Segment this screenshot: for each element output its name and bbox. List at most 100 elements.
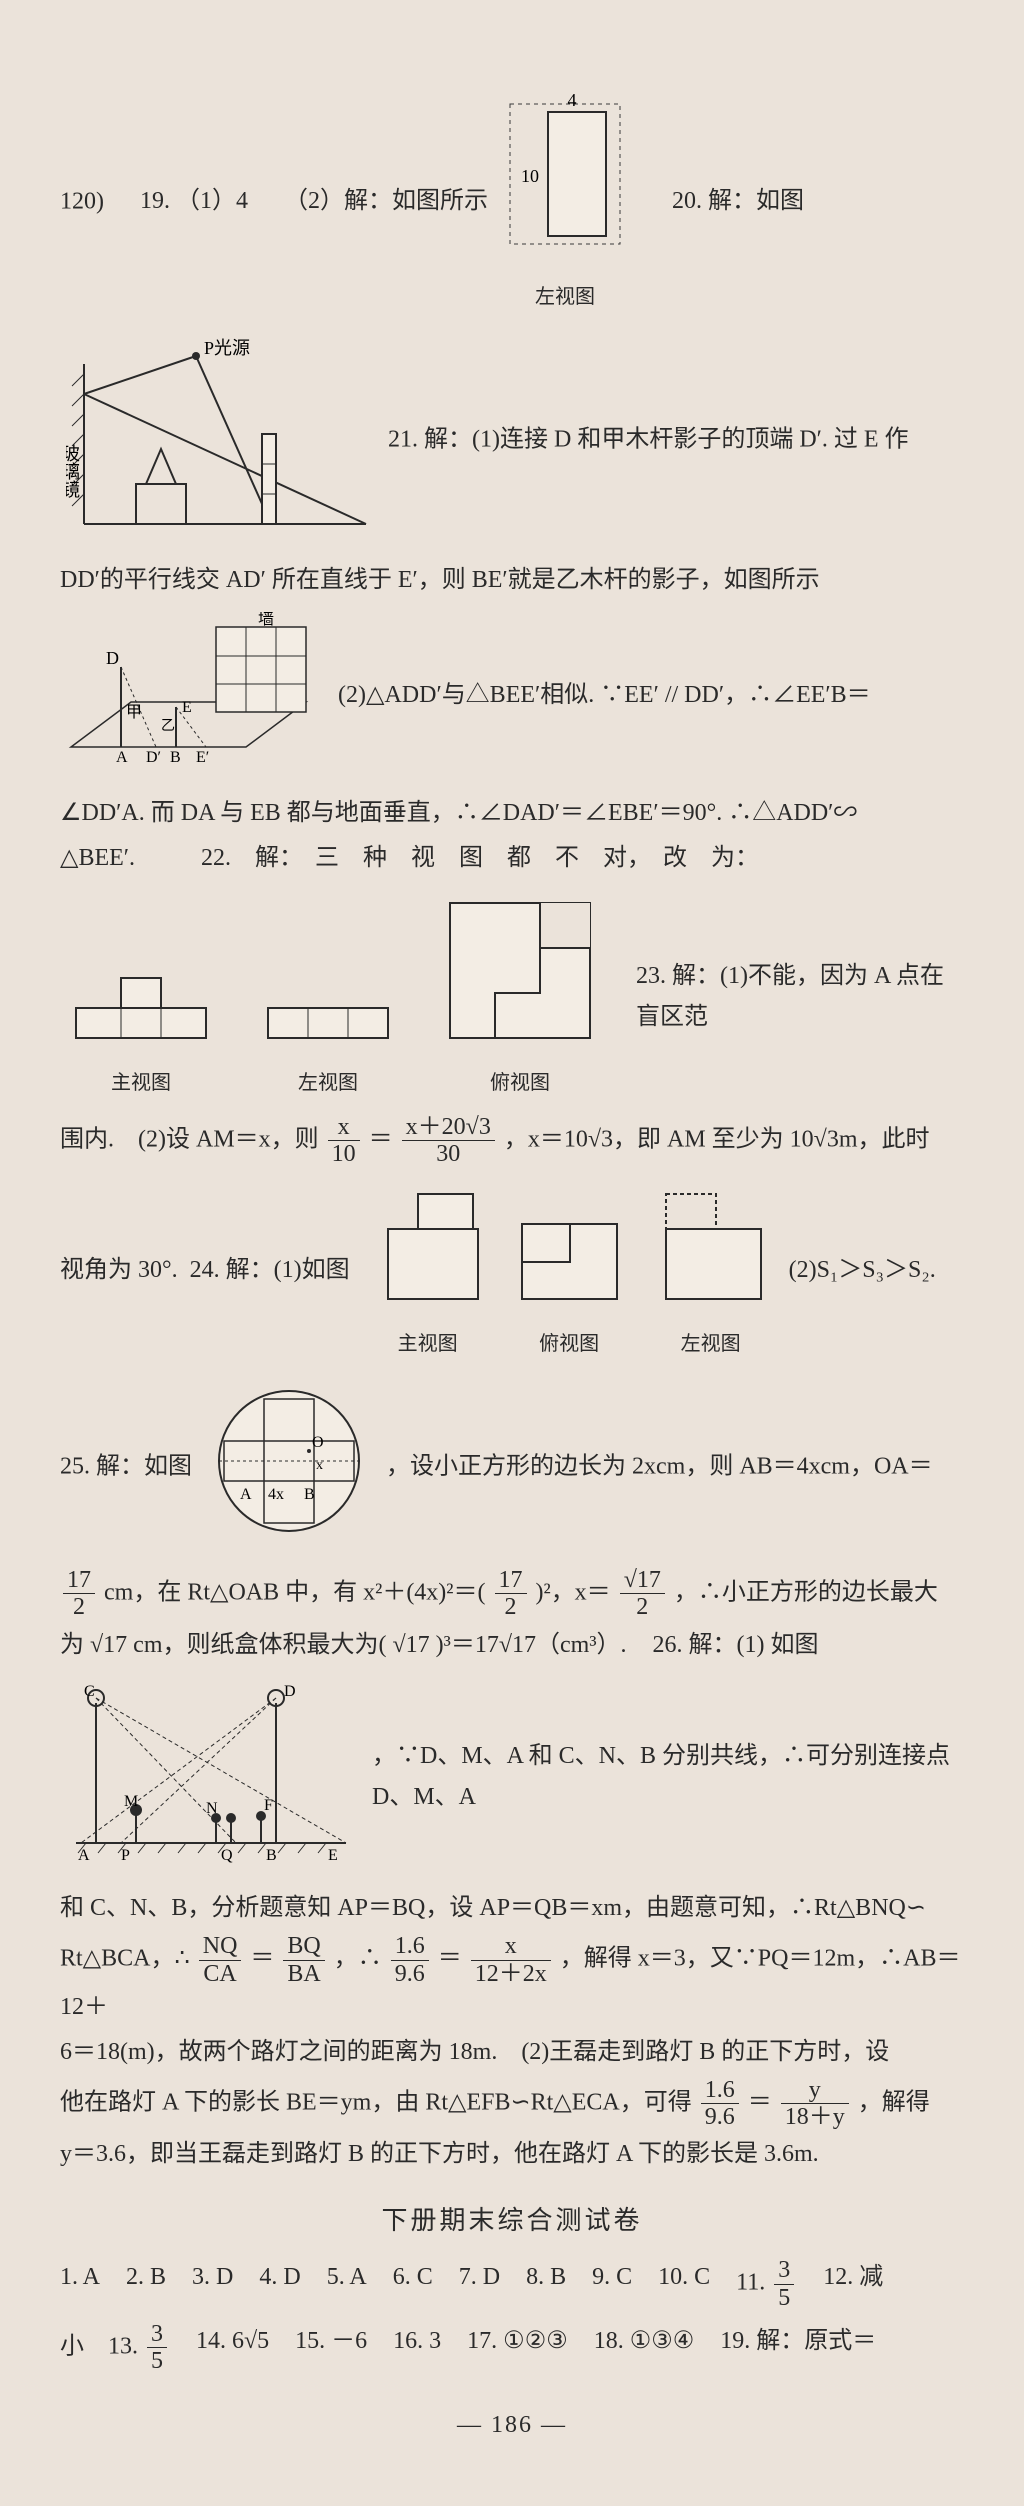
- txt-26-3b: ，∴: [334, 1946, 382, 1972]
- txt-26-2: 和 C、N、B，分析题意知 AP＝BQ，设 AP＝QB＝xm，由题意可知，∴Rt…: [60, 1888, 964, 1929]
- lbl-E26: E: [328, 1847, 338, 1863]
- fig-light: 玻璃镜 P光源: [66, 334, 376, 548]
- cap24-front: 主视图: [368, 1327, 488, 1361]
- cap24-left: 左视图: [651, 1327, 771, 1361]
- frac-16: 1.6 9.6: [391, 1933, 429, 1987]
- row-26-5: 他在路灯 A 下的影长 BE＝ym，由 Rt△EFB∽Rt△ECA，可得 1.6…: [60, 2077, 964, 2131]
- txt-21-3: ∠DD′A. 而 DA 与 EB 都与地面垂直，∴∠DAD′＝∠EBE′＝90°…: [60, 793, 964, 834]
- frac-172b: 17 2: [495, 1567, 527, 1621]
- cap24-top: 俯视图: [512, 1327, 627, 1361]
- row-25b: 17 2 cm，在 Rt△OAB 中，有 x²＋(4x)²＝( 17 2 )²，…: [60, 1567, 964, 1621]
- fig-left: 左视图: [258, 948, 398, 1100]
- lbl-A25: A: [240, 1486, 252, 1503]
- lbl-F26: F: [264, 1797, 273, 1814]
- txt-25-rp: )²，x＝: [536, 1579, 611, 1605]
- row-24: 视角为 30°. 24. 解：(1)如图 主视图 俯视图 左视图 (2)S₁＞S…: [60, 1171, 964, 1369]
- fig24-left: 左视图: [651, 1179, 771, 1361]
- fig-left-view: 4 10 左视图: [500, 92, 630, 314]
- lbl-A26: A: [78, 1847, 90, 1863]
- page-number: — 186 —: [60, 2405, 964, 2446]
- lbl-D26: D: [284, 1683, 296, 1700]
- lbl-wall: 墙: [258, 612, 274, 628]
- txt-25-after: ，设小正方形的边长为 2xcm，则 AB＝4xcm，OA＝: [386, 1454, 933, 1480]
- ans-3: 3. D: [192, 2257, 233, 2311]
- fig25-circle: O A 4x B x: [204, 1381, 374, 1555]
- frac-BQ: BQ BA: [283, 1933, 324, 1987]
- row-25c: 为 √17 cm，则纸盒体积最大为( √17 )³＝17√17（cm³）. 26…: [60, 1625, 964, 1666]
- lbl-B: B: [170, 749, 181, 766]
- txt-23-tail: ，x＝10√3，即 AM 至少为 10√3m，此时: [504, 1126, 930, 1152]
- final-answers-row: 1. A 2. B 3. D 4. D 5. A 6. C 7. D 8. B …: [60, 2257, 964, 2311]
- ans-4: 4. D: [259, 2257, 300, 2311]
- frac-y1: 1.6 9.6: [701, 2077, 739, 2131]
- txt-21-2: DD′的平行线交 AD′ 所在直线于 E′，则 BE′就是乙木杆的影子，如图所示: [60, 560, 964, 601]
- cap-left-view: 左视图: [500, 280, 630, 314]
- lbl-A: A: [116, 749, 128, 766]
- ans-5: 5. A: [327, 2257, 367, 2311]
- lbl-D: D: [106, 648, 119, 668]
- frac-172: 17 2: [63, 1567, 95, 1621]
- cap-top: 俯视图: [440, 1066, 600, 1100]
- txt-22: 22. 解： 三 种 视 图 都 不 对， 改 为：: [201, 845, 759, 871]
- svg-wall: 墙 D 甲 E 乙 A D′ B E′: [66, 612, 326, 767]
- frac-a13: 3 5: [147, 2321, 167, 2375]
- row-25: 25. 解：如图 O A 4x B x ，设小正方形的边长为 2xcm，则 AB…: [60, 1373, 964, 1563]
- txt-26-6: y＝3.6，即当王磊走到路灯 B 的正下方时，他在路灯 A 下的影长是 3.6m…: [60, 2134, 964, 2175]
- ans-6: 6. C: [393, 2257, 433, 2311]
- txt-26-4: 6＝18(m)，故两个路灯之间的距离为 18m. (2)王磊走到路灯 B 的正下…: [60, 2032, 964, 2073]
- fig-top: 俯视图: [440, 893, 600, 1100]
- txt-23-angle: 视角为 30°.: [60, 1250, 178, 1291]
- txt-20: 20. 解：如图: [672, 188, 804, 214]
- txt-21-p2: (2)△ADD′与△BEE′相似. ∵EE′ // DD′，∴∠EE′B＝: [338, 682, 871, 708]
- txt-23-1: 23. 解：(1)不能，因为 A 点在盲区范: [636, 956, 964, 1108]
- lbl-x25: x: [316, 1458, 323, 1473]
- lbl-mirror: 玻璃镜: [66, 444, 80, 498]
- frac-a11: 3 5: [774, 2257, 794, 2311]
- eq1: ＝: [369, 1126, 393, 1152]
- lbl-E: E: [182, 699, 192, 716]
- txt-19-1: 19. （1）4: [140, 188, 248, 214]
- lbl-M26: M: [124, 1793, 138, 1810]
- row-26-3: Rt△BCA，∴ NQ CA ＝ BQ BA ，∴ 1.6 9.6 ＝ x 12…: [60, 1933, 964, 2028]
- txt-26-5c: ，解得: [858, 2089, 930, 2115]
- lbl-Dp: D′: [146, 749, 161, 766]
- ans-9: 9. C: [592, 2257, 632, 2311]
- ans-11: 11. 3 5: [736, 2257, 797, 2311]
- frac-x122x: x 12＋2x: [471, 1933, 551, 1987]
- txt-25-lead: 25. 解：如图: [60, 1454, 192, 1480]
- ans-7: 7. D: [459, 2257, 500, 2311]
- txt-21-1: 21. 解：(1)连接 D 和甲木杆影子的顶端 D′. 过 E 作: [388, 426, 909, 452]
- ans-14: 14. 6√5: [196, 2321, 269, 2375]
- lbl-jia: 甲: [126, 704, 142, 721]
- row-19-20: 120) 19. （1）4 （2）解：如图所示 4 10 左视图 20. 解：如…: [60, 84, 964, 322]
- txt-26-1: ，∵D、M、A 和 C、N、B 分别共线，∴可分别连接点 D、M、A: [372, 1736, 964, 1818]
- fig-wall: 墙 D 甲 E 乙 A D′ B E′: [66, 612, 326, 781]
- txt-24-lead: 24. 解：(1)如图: [190, 1250, 350, 1291]
- row-21-intro: 玻璃镜 P光源 21. 解：(1)连接 D 和甲木杆影子的顶端 D′. 过 E …: [60, 326, 964, 556]
- txt-26-3a: Rt△BCA，∴: [60, 1946, 190, 1972]
- frac-NQ: NQ CA: [199, 1933, 242, 1987]
- ans-19: 19. 解：原式＝: [720, 2321, 876, 2375]
- ans-18: 18. ①③④: [594, 2321, 695, 2375]
- ans-2: 2. B: [126, 2257, 166, 2311]
- txt-26-5a: 他在路灯 A 下的影长 BE＝ym，由 Rt△EFB∽Rt△ECA，可得: [60, 2089, 692, 2115]
- lbl-P: P光源: [204, 338, 250, 358]
- txt-25-t2: 为 √17 cm，则纸盒体积最大为( √17 )³＝17√17（cm³）.: [60, 1632, 627, 1658]
- row-views3: 主视图 左视图 俯视图 23. 解：(1)不能，因为 A 点在盲区范: [60, 885, 964, 1108]
- ans-13: 小 13. 3 5: [60, 2321, 170, 2375]
- fig24-top: 俯视图: [512, 1179, 627, 1361]
- fig-front: 主视图: [66, 948, 216, 1100]
- fig26: C D M N F A P Q B: [66, 1678, 356, 1877]
- ans-12: 12. 减: [823, 2257, 883, 2311]
- frac-y2: y 18＋y: [781, 2077, 849, 2131]
- txt-26-5b: ＝: [748, 2089, 772, 2115]
- frac-s17: √17 2: [620, 1567, 665, 1621]
- frac-x10: x 10: [328, 1114, 360, 1168]
- lbl-B25: B: [304, 1486, 315, 1503]
- lbl-4: 4: [568, 92, 577, 110]
- txt-24-result: (2)S₁＞S₃＞S₂.: [789, 1250, 936, 1291]
- ans-16: 16. 3: [393, 2321, 441, 2375]
- txt-120: 120): [60, 188, 104, 214]
- row-21-22: △BEE′. 22. 解： 三 种 视 图 都 不 对， 改 为：: [60, 838, 964, 879]
- txt-23-2: 围内. (2)设 AM＝x，则: [60, 1126, 319, 1152]
